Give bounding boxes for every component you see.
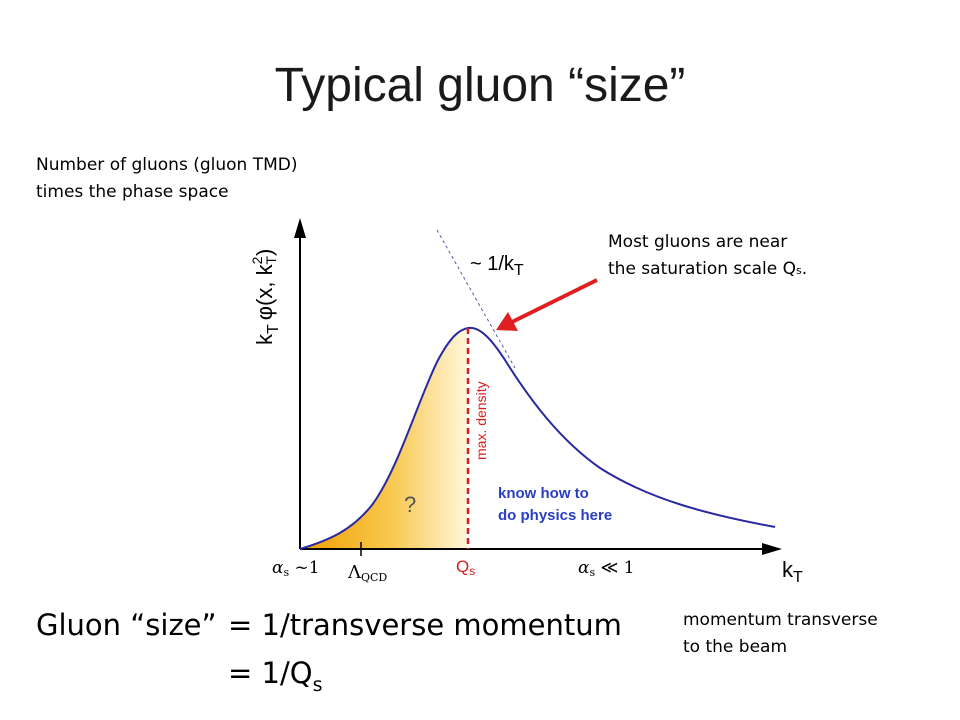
y-axis-arrowhead xyxy=(294,218,306,238)
xaxis-description-line2: to the beam xyxy=(683,637,788,657)
max-density-label: max. density xyxy=(473,381,489,460)
xaxis-description: momentum transverse to the beam xyxy=(683,607,878,661)
yaxis-description-line1: Number of gluons (gluon TMD) xyxy=(36,155,298,175)
yaxis-description-line2: times the phase space xyxy=(36,182,229,202)
unknown-region-marker: ? xyxy=(404,492,416,517)
known-region-label-line1: know how to xyxy=(498,485,589,502)
xaxis-description-line1: momentum transverse xyxy=(683,610,878,630)
equation-line1-left: Gluon “size” xyxy=(36,608,217,642)
tick-label-alpha-s-small: αs ≪ 1 xyxy=(578,558,635,579)
equation-line2-text: = 1/Q xyxy=(228,656,313,690)
callout-line2-text: the saturation scale Q xyxy=(608,259,796,279)
equation-line2: = 1/Qs xyxy=(228,656,322,696)
equation-line1-right: = 1/transverse momentum xyxy=(228,608,622,642)
tick-label-qs: Qs xyxy=(456,557,475,578)
y-axis-label: kTφ(x, k2T) xyxy=(249,249,282,345)
tick-label-alpha-s-order-one: αs ~1 xyxy=(272,558,320,579)
callout-text: Most gluons are near the saturation scal… xyxy=(608,229,807,284)
callout-period: . xyxy=(801,259,808,279)
asymptote-label: ~ 1/kT xyxy=(470,253,524,279)
x-axis-arrowhead xyxy=(762,543,782,555)
callout-subscript: s xyxy=(795,264,802,277)
yaxis-description: Number of gluons (gluon TMD) times the p… xyxy=(36,152,297,206)
equation-line2-subscript: s xyxy=(312,674,323,696)
low-kt-shaded-region xyxy=(300,328,468,549)
slide-title: Typical gluon “size” xyxy=(274,59,686,112)
asymptote-dashed-line xyxy=(436,229,516,369)
x-axis-label: kT xyxy=(782,557,803,586)
tick-label-lambda-qcd: ΛQCD xyxy=(347,562,387,584)
gluon-distribution-curve xyxy=(299,326,776,550)
callout-line1: Most gluons are near xyxy=(608,232,788,252)
callout-arrow-shaft xyxy=(511,278,598,324)
callout-line2: the saturation scale Qs. xyxy=(608,256,807,284)
callout-arrow-head xyxy=(496,312,518,331)
known-region-label-line2: do physics here xyxy=(498,507,612,524)
